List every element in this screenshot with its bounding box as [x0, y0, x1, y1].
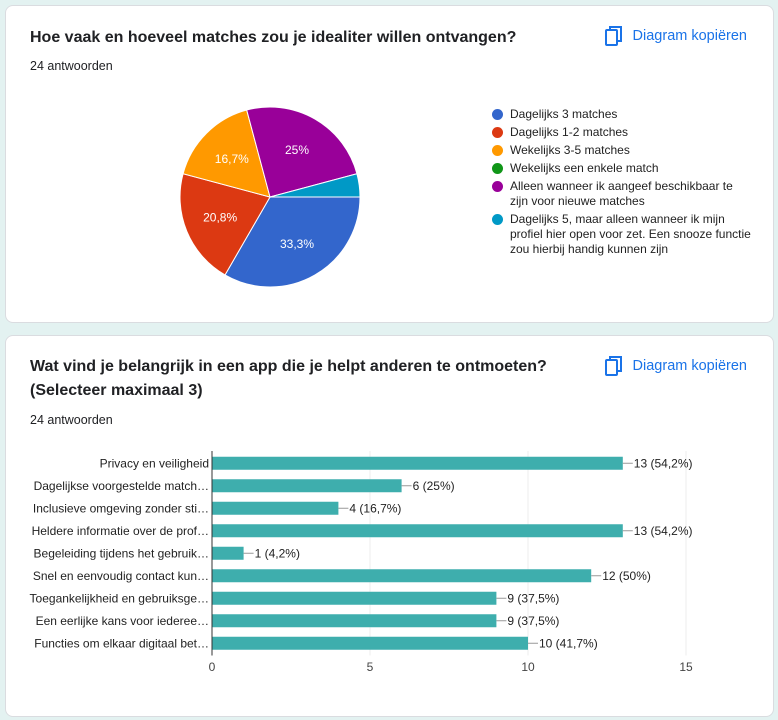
legend-item: Dagelijks 1-2 matches	[492, 125, 752, 140]
legend-item: Alleen wanneer ik aangeef beschikbaar te…	[492, 179, 752, 209]
copy-chart-button[interactable]: Diagram kopiëren	[604, 355, 747, 377]
legend-item: Dagelijks 5, maar alleen wanneer ik mijn…	[492, 212, 752, 257]
pie-chart-card: Hoe vaak en hoeveel matches zou je ideal…	[5, 5, 774, 323]
legend-item: Dagelijks 3 matches	[492, 107, 752, 122]
legend-item: Wekelijks een enkele match	[492, 161, 752, 176]
response-count: 24 antwoorden	[30, 413, 113, 427]
response-count: 24 antwoorden	[30, 59, 113, 73]
legend-swatch	[492, 214, 503, 225]
legend-label: Alleen wanneer ik aangeef beschikbaar te…	[510, 179, 733, 208]
legend-label: Dagelijks 1-2 matches	[510, 125, 629, 139]
legend-swatch	[492, 145, 503, 156]
copy-icon	[604, 26, 622, 46]
legend-label: Wekelijks een enkele match	[510, 161, 659, 175]
legend-swatch	[492, 109, 503, 120]
copy-icon	[604, 356, 622, 376]
bar-chart-card: Wat vind je belangrijk in een app die je…	[5, 335, 774, 717]
question-title: Wat vind je belangrijk in een app die je…	[30, 358, 547, 399]
copy-chart-label: Diagram kopiëren	[632, 28, 747, 44]
legend-label: Dagelijks 3 matches	[510, 107, 618, 121]
legend-swatch	[492, 181, 503, 192]
legend-item: Wekelijks 3-5 matches	[492, 143, 752, 158]
copy-chart-label: Diagram kopiëren	[632, 358, 747, 374]
legend-label: Dagelijks 5, maar alleen wanneer ik mijn…	[510, 212, 751, 256]
copy-chart-button[interactable]: Diagram kopiëren	[604, 25, 747, 47]
pie-legend: Dagelijks 3 matches Dagelijks 1-2 matches…	[492, 107, 752, 260]
legend-swatch	[492, 127, 503, 138]
legend-label: Wekelijks 3-5 matches	[510, 143, 630, 157]
question-title: Hoe vaak en hoeveel matches zou je ideal…	[30, 29, 517, 46]
legend-swatch	[492, 163, 503, 174]
